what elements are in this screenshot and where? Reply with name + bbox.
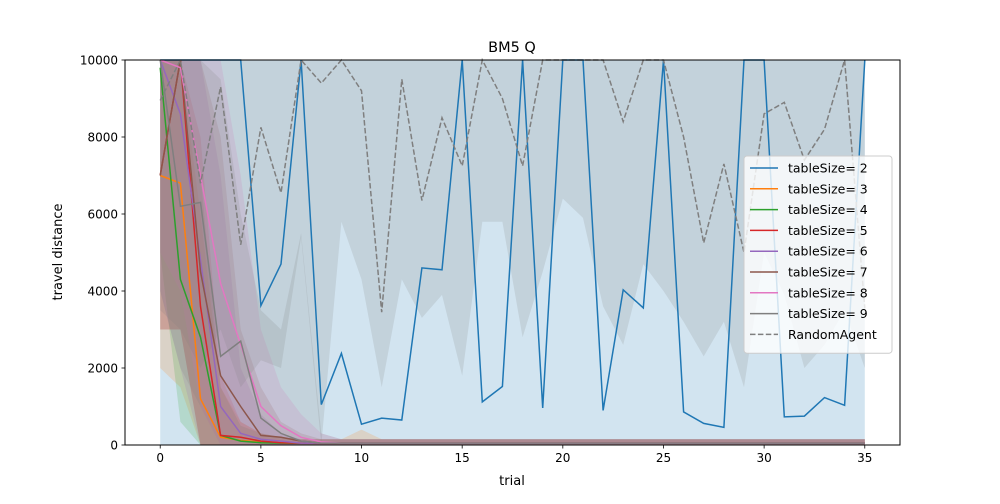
- legend-label: tableSize= 7: [788, 265, 868, 280]
- y-tick-label: 4000: [87, 285, 118, 299]
- band-tablesize-6: [160, 60, 865, 445]
- legend-label: tableSize= 9: [788, 306, 868, 321]
- legend-label: tableSize= 4: [788, 202, 868, 217]
- x-tick-label: 25: [656, 451, 671, 465]
- legend-label: RandomAgent: [788, 327, 877, 342]
- y-axis-ticks: 0 2000 4000 6000 8000 10000: [80, 54, 125, 453]
- series-lines: [159, 57, 866, 444]
- band-tablesize-2: [160, 60, 865, 445]
- x-tick-label: 15: [455, 451, 470, 465]
- band-tablesize-3: [160, 60, 865, 445]
- x-tick-label: 5: [257, 451, 265, 465]
- band-tablesize-8: [160, 60, 865, 445]
- series-line-tablesize-9: [159, 59, 865, 444]
- legend-label: tableSize= 2: [788, 161, 868, 176]
- x-tick-label: 35: [857, 451, 872, 465]
- legend-label: tableSize= 6: [788, 244, 868, 259]
- band-tablesize-7: [160, 60, 865, 445]
- y-axis-label: travel distance: [51, 204, 66, 301]
- y-tick-label: 10000: [80, 54, 118, 68]
- y-tick-label: 2000: [87, 362, 118, 376]
- x-tick-label: 0: [156, 451, 164, 465]
- plot-frame: [124, 59, 901, 446]
- legend-label: tableSize= 3: [788, 181, 868, 196]
- y-tick-label: 8000: [87, 131, 118, 145]
- legend: tableSize= 2 tableSize= 3 tableSize= 4 tabl…: [743, 155, 893, 354]
- chart-title: BM5 Q: [488, 40, 536, 56]
- x-tick-label: 10: [354, 451, 369, 465]
- band-tablesize-9: [160, 60, 865, 445]
- band-tablesize-5: [160, 60, 865, 445]
- y-tick-label: 6000: [87, 208, 118, 222]
- x-axis-ticks: 0 5 10 15 20 25 30 35: [156, 445, 872, 465]
- legend-label: tableSize= 5: [788, 223, 868, 238]
- x-tick-label: 20: [555, 451, 570, 465]
- x-axis-label: trial: [499, 474, 525, 489]
- series-line-randomagent: [159, 57, 866, 313]
- band-randomagent: [160, 60, 865, 445]
- x-tick-label: 30: [756, 451, 771, 465]
- confidence-bands: [160, 60, 865, 445]
- legend-label: tableSize= 8: [788, 285, 868, 300]
- y-tick-label: 0: [110, 439, 118, 453]
- legend-box: [743, 155, 893, 354]
